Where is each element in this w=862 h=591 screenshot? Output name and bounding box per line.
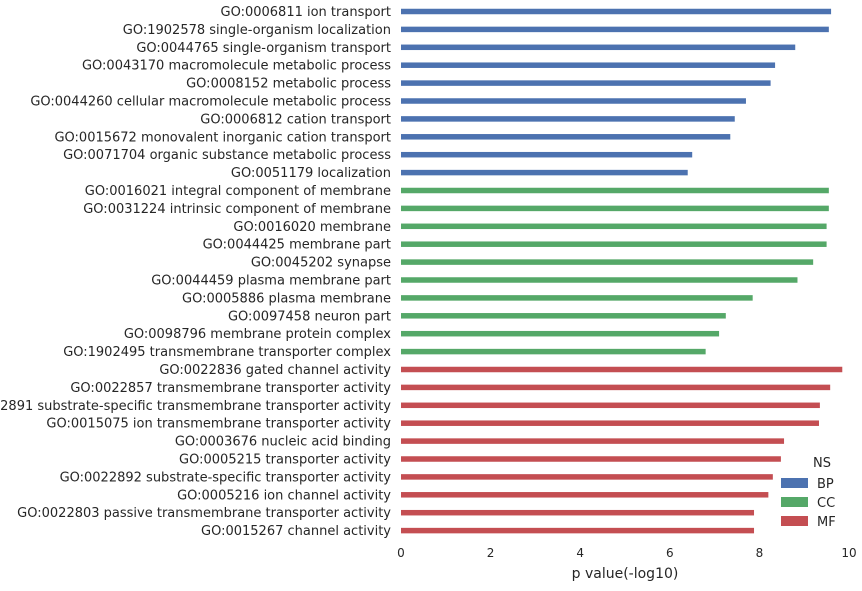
bar-bp <box>401 62 776 68</box>
category-label: GO:0003676 nucleic acid binding <box>175 435 391 450</box>
bar-cc <box>401 205 829 212</box>
category-label: GO:0071704 organic substance metabolic p… <box>63 148 391 163</box>
category-label: GO:0015075 ion transmembrane transporter… <box>46 417 391 432</box>
bar-mf <box>401 366 843 373</box>
x-tick-label: 6 <box>666 546 674 560</box>
bar-mf <box>401 420 819 426</box>
bar-bp <box>401 26 829 33</box>
category-label: GO:0031224 intrinsic component of membra… <box>83 202 391 217</box>
bars-group <box>401 8 843 534</box>
bar-cc <box>401 295 753 301</box>
bar-cc <box>401 330 720 337</box>
bar-bp <box>401 169 688 176</box>
category-label: GO:0098796 membrane protein complex <box>124 327 391 342</box>
category-label: GO:0005886 plasma membrane <box>182 291 391 306</box>
bar-bp <box>401 8 832 15</box>
category-label: GO:0045202 synapse <box>251 256 391 271</box>
category-label: GO:0016021 integral component of membran… <box>85 184 391 199</box>
category-label: GO:1902578 single-organism localization <box>123 23 391 38</box>
legend-swatch-mf <box>781 516 808 526</box>
category-label: GO:0008152 metabolic process <box>186 77 391 92</box>
bar-cc <box>401 313 726 319</box>
category-label: GO:0044459 plasma membrane part <box>151 274 391 289</box>
bar-mf <box>401 474 773 480</box>
legend: NS BP CC MF <box>781 456 836 530</box>
bar-bp <box>401 80 771 86</box>
bar-bp <box>401 98 746 104</box>
category-label: GO:1902495 transmembrane transporter com… <box>63 345 391 360</box>
bar-mf <box>401 527 755 534</box>
category-label: GO:0022857 transmembrane transporter act… <box>70 381 391 396</box>
legend-swatch-bp <box>781 478 808 488</box>
bar-bp <box>401 44 796 51</box>
bar-mf <box>401 438 785 444</box>
category-label: GO:0044260 cellular macromolecule metabo… <box>30 95 391 110</box>
category-label: GO:0015267 channel activity <box>201 524 391 539</box>
category-label: GO:0015672 monovalent inorganic cation t… <box>54 130 391 145</box>
x-tick-labels-group: 0 2 4 6 8 10 <box>397 546 856 560</box>
category-label: GO:0051179 localization <box>231 166 391 181</box>
category-label: GO:0006811 ion transport <box>221 5 392 20</box>
legend-label-mf: MF <box>817 515 836 530</box>
category-label: GO:0022892 substrate-specific transporte… <box>60 470 392 485</box>
bar-bp <box>401 151 693 158</box>
category-label: GO:0022803 passive transmembrane transpo… <box>17 506 391 521</box>
bar-bp <box>401 116 735 122</box>
bar-cc <box>401 223 827 230</box>
bar-cc <box>401 348 706 355</box>
legend-label-cc: CC <box>817 496 835 511</box>
x-tick-label: 4 <box>576 546 584 560</box>
x-tick-label: 0 <box>397 546 405 560</box>
category-label: GO:0044765 single-organism transport <box>136 41 391 56</box>
bar-cc <box>401 277 798 283</box>
category-labels-group: GO:0006811 ion transport GO:1902578 singl… <box>0 5 391 539</box>
category-label: GO:0097458 neuron part <box>228 309 391 324</box>
bar-mf <box>401 509 755 516</box>
bar-bp <box>401 134 731 140</box>
x-tick-label: 2 <box>487 546 495 560</box>
legend-label-bp: BP <box>817 477 834 492</box>
category-label: GO:0043170 macromolecule metabolic proce… <box>82 59 391 74</box>
bar-cc <box>401 187 829 194</box>
bar-mf <box>401 402 820 409</box>
x-tick-label: 10 <box>841 546 856 560</box>
x-tick-label: 8 <box>756 546 764 560</box>
legend-title: NS <box>813 456 831 471</box>
x-axis-label: p value(-log10) <box>572 566 679 582</box>
category-label: GO:0005215 transporter activity <box>179 453 391 468</box>
bar-mf <box>401 384 831 391</box>
category-label: GO:0022836 gated channel activity <box>159 363 391 378</box>
bar-mf <box>401 456 781 462</box>
category-label: GO:0006812 cation transport <box>200 112 391 127</box>
category-label: GO:0005216 ion channel activity <box>177 488 391 503</box>
bar-mf <box>401 492 769 498</box>
bar-cc <box>401 241 827 247</box>
legend-swatch-cc <box>781 497 808 507</box>
category-label: GO:0016020 membrane <box>233 220 391 235</box>
bar-cc <box>401 259 814 265</box>
category-label: GO:0044425 membrane part <box>203 238 391 253</box>
category-label: GO:0022891 substrate-specific transmembr… <box>0 399 391 414</box>
